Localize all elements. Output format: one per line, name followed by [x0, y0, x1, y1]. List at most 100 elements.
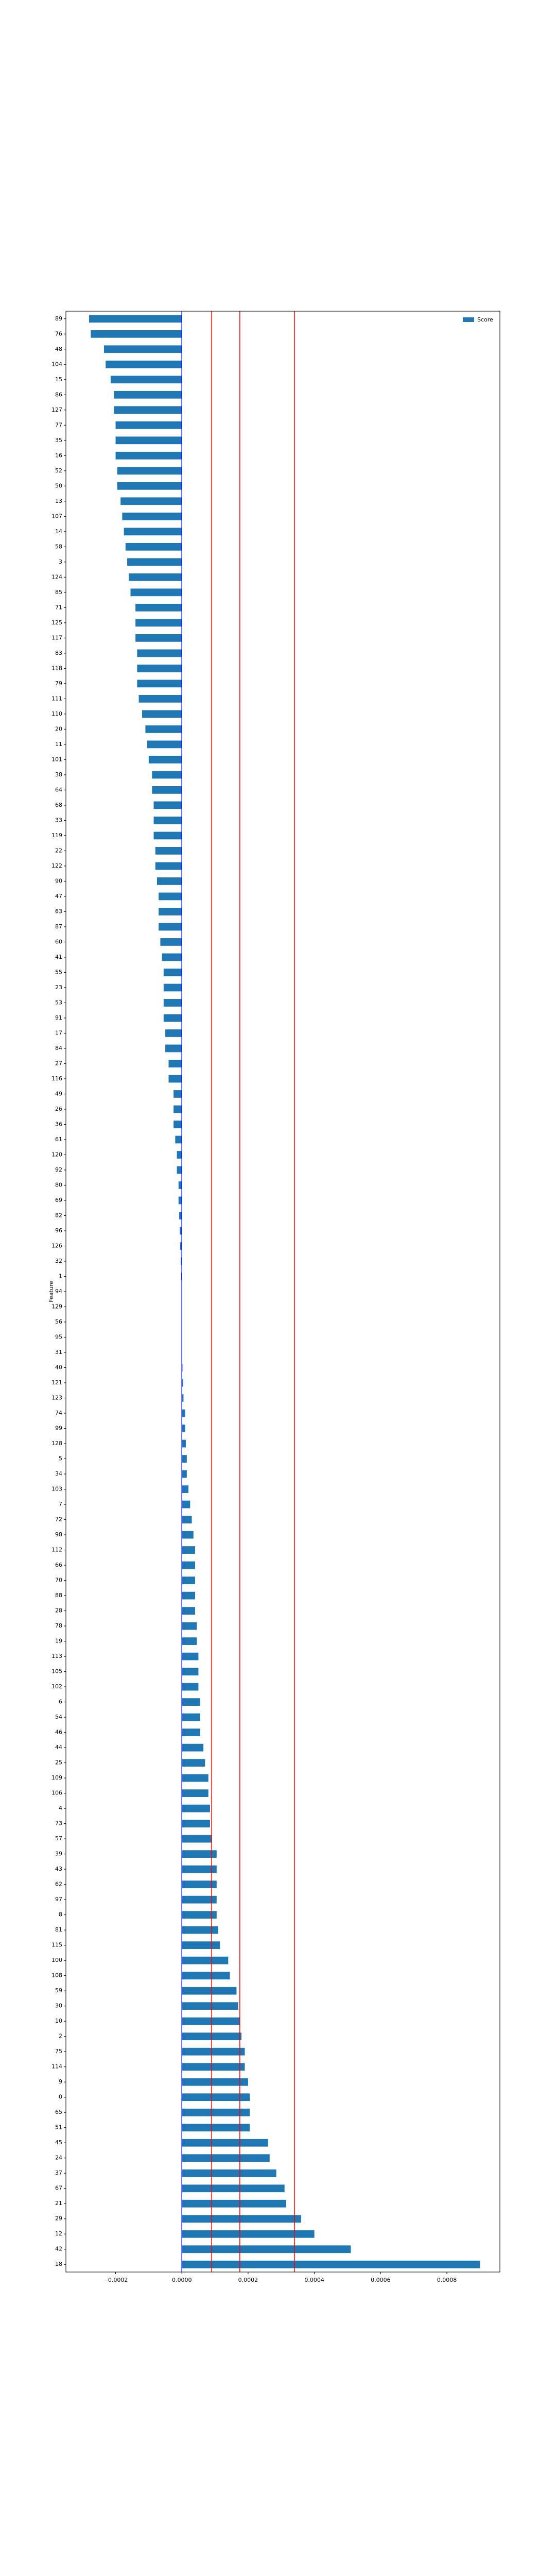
y-tick-label: 108 [51, 1972, 62, 1979]
y-tick-label: 22 [55, 847, 62, 854]
bar [142, 710, 182, 718]
y-tick-label: 92 [55, 1166, 62, 1173]
y-tick-label: 79 [55, 680, 62, 687]
y-tick-label: 60 [55, 938, 62, 945]
bar [165, 1044, 182, 1053]
y-tick-label: 126 [51, 1242, 62, 1249]
y-tick-label: 40 [55, 1364, 62, 1371]
y-tick-label: 62 [55, 1881, 62, 1888]
y-tick-label: 47 [55, 893, 62, 900]
y-tick-label: 64 [55, 786, 62, 793]
y-tick-label: 71 [55, 604, 62, 611]
bar [178, 1196, 182, 1205]
bar [181, 1257, 182, 1265]
bar [114, 406, 182, 414]
bar [178, 1181, 182, 1189]
y-tick-label: 101 [51, 756, 62, 762]
y-tick-label: 67 [55, 2185, 62, 2192]
bar [159, 892, 182, 901]
bar [160, 938, 182, 946]
bar [182, 2093, 250, 2102]
y-tick-label: 18 [55, 2261, 62, 2267]
y-tick-label: 77 [55, 421, 62, 428]
bar [168, 1075, 182, 1083]
bar [182, 2184, 285, 2193]
bar [182, 2108, 250, 2116]
y-tick-label: 49 [55, 1090, 62, 1097]
bar [163, 984, 182, 992]
y-tick-label: 90 [55, 877, 62, 884]
bar [182, 1500, 190, 1509]
bar [173, 1090, 182, 1098]
y-tick-label: 122 [51, 862, 62, 869]
bar [106, 360, 182, 368]
bar [130, 588, 182, 597]
bar [135, 603, 182, 612]
bar [120, 497, 182, 505]
y-tick-label: 81 [55, 1926, 62, 1933]
bar [148, 755, 182, 764]
bar [163, 969, 182, 976]
bar [182, 2078, 248, 2086]
y-tick-label: 74 [55, 1410, 62, 1416]
y-tick-label: 16 [55, 452, 62, 459]
y-tick-label: 76 [55, 330, 62, 337]
bar [152, 771, 182, 779]
y-tick-label: 34 [55, 1470, 62, 1477]
y-tick-label: 106 [51, 1790, 62, 1797]
y-tick-label: 48 [55, 346, 62, 352]
bar [182, 1439, 186, 1448]
y-tick-label: 54 [55, 1714, 62, 1720]
bar [182, 2063, 245, 2071]
y-tick-label: 28 [55, 1607, 62, 1614]
bar [163, 999, 182, 1007]
y-tick-label: 110 [51, 710, 62, 717]
y-tick-label: 23 [55, 984, 62, 991]
bar [182, 2230, 315, 2238]
y-tick-label: 88 [55, 1592, 62, 1599]
bar [182, 1622, 197, 1630]
bar [182, 1607, 195, 1615]
y-tick-label: 9 [59, 2078, 62, 2085]
y-tick-label: 73 [55, 1820, 62, 1827]
y-tick-label: 44 [55, 1744, 62, 1751]
bar [180, 1227, 182, 1235]
y-tick-label: 104 [51, 361, 62, 367]
y-tick-label: 35 [55, 437, 62, 444]
y-tick-label: 52 [55, 467, 62, 474]
y-tick-label: 97 [55, 1896, 62, 1903]
bar [182, 1485, 189, 1493]
y-tick-label: 105 [51, 1668, 62, 1675]
y-tick-label: 15 [55, 376, 62, 383]
y-tick-label: 117 [51, 634, 62, 641]
y-tick-label: 115 [51, 1942, 62, 1948]
y-tick-label: 38 [55, 771, 62, 778]
y-tick-label: 21 [55, 2200, 62, 2207]
bar [182, 2139, 268, 2147]
bar [182, 1987, 237, 1995]
bar [182, 2245, 351, 2253]
bar [114, 391, 182, 399]
y-tick-label: 50 [55, 482, 62, 489]
bar [153, 801, 182, 809]
bar [182, 1865, 217, 1873]
bar [115, 451, 182, 460]
bar [138, 694, 182, 703]
bar [182, 1743, 204, 1752]
bar [152, 786, 182, 794]
bar [182, 1911, 217, 1919]
bar [182, 2002, 238, 2010]
y-tick-label: 57 [55, 1835, 62, 1842]
y-tick-label: 111 [51, 695, 62, 702]
bar [173, 1121, 182, 1128]
legend-label: Score [477, 316, 493, 323]
bar [182, 1379, 183, 1387]
y-tick-label: 63 [55, 908, 62, 914]
y-tick-label: 41 [55, 954, 62, 960]
bar [182, 2169, 276, 2177]
bar [153, 832, 182, 840]
y-tick-label: 100 [51, 1957, 62, 1963]
bar [179, 1212, 182, 1219]
y-tick-label: 91 [55, 1014, 62, 1021]
bar [137, 664, 182, 672]
